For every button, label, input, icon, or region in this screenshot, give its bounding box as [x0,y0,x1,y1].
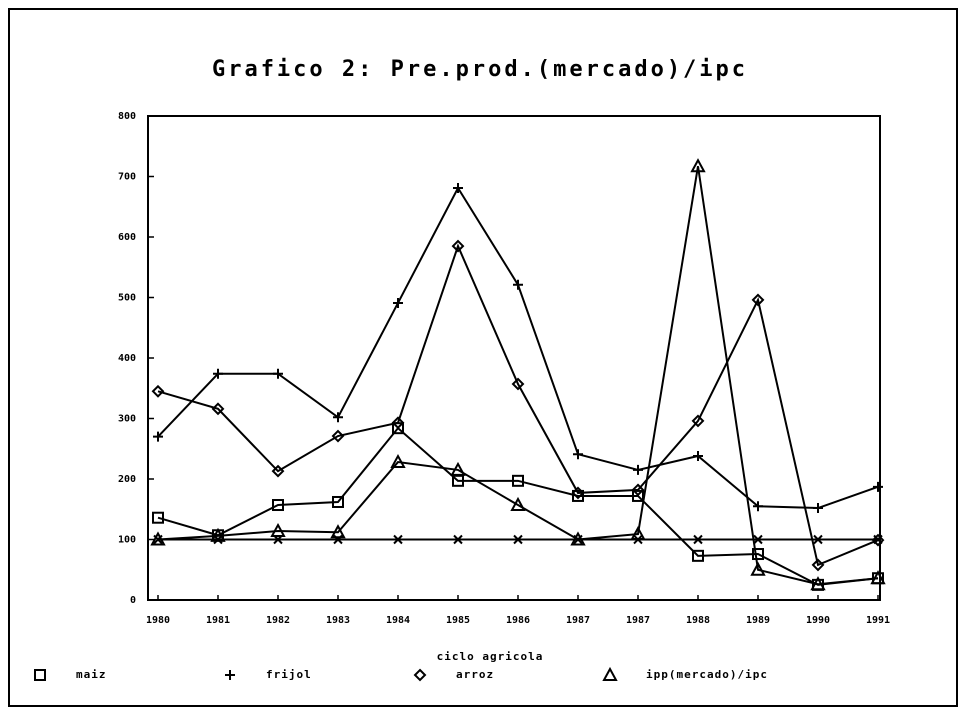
x-axis-title: ciclo agricola [437,650,544,663]
y-tick-label: 300 [118,414,136,425]
x-tick-label: 1989 [746,615,770,626]
marker [450,461,466,476]
y-tick-label: 800 [118,111,136,122]
y-tick-label: 400 [118,353,136,364]
marker [811,558,825,572]
x-tick-label: 1990 [806,615,830,626]
marker [271,464,285,478]
x-tick-label: 1987 [566,615,590,626]
marker [632,489,644,502]
marker [510,496,526,512]
series-line [157,426,879,586]
y-tick-label: 100 [118,535,136,546]
marker [751,293,765,307]
marker [750,561,766,576]
x-tick-label: 1980 [146,615,170,626]
marker [393,297,403,308]
marker [151,384,165,398]
x-tick-label: 1987 [626,615,650,626]
marker [513,534,523,545]
marker [391,416,405,430]
marker [213,368,223,379]
x-tick-label: 1988 [686,615,710,626]
marker [331,429,345,443]
marker [413,668,427,682]
x-tick-label: 1991 [866,615,890,626]
legend-label: ipp(mercado)/ipc [646,668,768,681]
legend-label: maiz [76,668,107,681]
marker [211,402,225,416]
marker [451,239,465,253]
series-line [157,166,879,586]
marker [34,669,46,681]
x-tick-label: 1986 [506,615,530,626]
chart-title: Grafico 2: Pre.prod.(mercado)/ipc [212,57,748,82]
marker [225,670,235,680]
y-tick-label: 500 [118,293,136,304]
y-tick-label: 200 [118,474,136,485]
y-tick-label: 700 [118,172,136,183]
x-tick-label: 1985 [446,615,470,626]
marker [752,548,764,561]
marker [270,522,286,538]
y-tick-label: 600 [118,232,136,243]
marker [870,570,886,585]
marker [213,534,223,545]
marker [573,449,583,460]
marker [810,576,826,591]
marker [633,534,643,545]
marker [330,524,346,539]
marker [631,483,645,497]
marker [573,534,583,545]
marker [153,534,163,545]
legend-label: frijol [266,668,312,681]
legend-label: arroz [456,668,494,681]
marker [453,182,463,193]
marker [152,511,164,524]
marker [512,474,524,487]
marker [753,501,763,512]
marker [873,481,883,492]
x-tick-label: 1982 [266,615,290,626]
marker [333,534,343,545]
frame [8,8,958,707]
marker [691,414,705,428]
marker [511,377,525,391]
marker [332,495,344,508]
marker [693,534,703,545]
marker [813,534,823,545]
series-line [157,243,879,567]
marker [390,453,406,469]
marker [871,533,885,547]
marker [602,666,618,681]
marker [273,368,283,379]
x-tick-label: 1984 [386,615,410,626]
marker [393,534,403,545]
marker [692,549,704,562]
marker [690,158,706,173]
marker [272,499,284,512]
marker [571,486,585,500]
marker [873,534,883,545]
marker [273,534,283,545]
marker [693,451,703,462]
marker [333,412,343,423]
marker [513,279,523,290]
marker [453,534,463,545]
marker [153,431,163,442]
x-tick-label: 1983 [326,615,350,626]
marker [753,534,763,545]
y-tick-label: 0 [130,595,136,606]
x-tick-label: 1981 [206,615,230,626]
marker [633,464,643,475]
marker [813,503,823,514]
